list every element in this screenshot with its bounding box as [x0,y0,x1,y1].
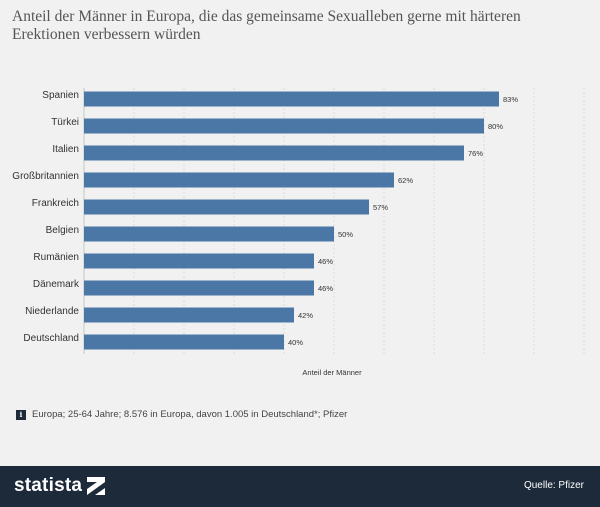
bar [84,199,369,215]
bar [84,91,499,107]
bar [84,118,484,134]
info-icon[interactable]: i [16,409,26,420]
data-label: 76% [468,149,483,158]
statista-logo[interactable]: statista [14,475,106,497]
data-label: 46% [318,257,333,266]
data-label: 46% [318,284,333,293]
bar [84,172,394,188]
footnote-text: Europa; 25-64 Jahre; 8.576 in Europa, da… [32,409,348,420]
category-label: Italien [52,144,79,155]
data-label: 42% [298,311,313,320]
category-label: Türkei [51,117,79,128]
category-label: Belgien [46,225,79,236]
logo-text: statista [14,475,83,496]
source-info: i Europa; 25-64 Jahre; 8.576 in Europa, … [16,409,347,420]
data-label: 83% [503,95,518,104]
data-label: 57% [373,203,388,212]
bar [84,253,314,269]
bar [84,307,294,323]
data-label: 80% [488,122,503,131]
category-label: Rumänien [33,252,79,263]
x-axis-title: Anteil der Männer [302,368,362,377]
category-label: Frankreich [32,198,79,209]
footer-source: Quelle: Pfizer [523,480,584,491]
bar [84,334,284,350]
footer-bar: statista Quelle: Pfizer [0,466,600,507]
bar [84,280,314,296]
data-label: 40% [288,338,303,347]
category-label: Großbritannien [12,171,79,182]
category-label: Deutschland [23,333,79,344]
bar-chart: Spanien 83% Türkei 80% Italien 76% Großbritann… [12,88,585,377]
bar [84,145,464,161]
statista-logo-icon [87,477,106,495]
bar [84,226,334,242]
chart-title: Anteil der Männer in Europa, die das gem… [12,8,521,43]
category-label: Spanien [42,90,79,101]
category-label: Dänemark [33,279,80,290]
data-label: 50% [338,230,353,239]
category-label: Niederlande [25,306,79,317]
data-label: 62% [398,176,413,185]
